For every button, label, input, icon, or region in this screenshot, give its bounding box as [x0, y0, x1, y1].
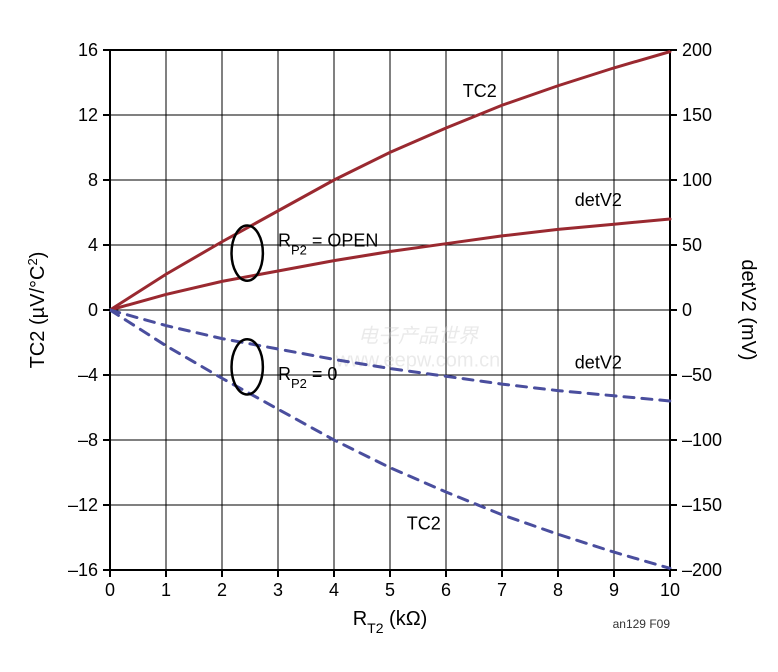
- chart-container: 电子产品世界www.eepw.com.cnTC2detV2detV2TC2RP2…: [20, 20, 758, 652]
- x-tick-label: 5: [385, 580, 395, 600]
- y-right-tick-label: 150: [682, 105, 712, 125]
- x-tick-label: 9: [609, 580, 619, 600]
- y-right-tick-label: 100: [682, 170, 712, 190]
- x-tick-label: 8: [553, 580, 563, 600]
- watermark-2: www.eepw.com.cn: [335, 350, 501, 372]
- series-label-TC2_zero: TC2: [407, 513, 441, 533]
- y-left-tick-label: –8: [78, 430, 98, 450]
- y-right-tick-label: 50: [682, 235, 702, 255]
- y-left-tick-label: 0: [88, 300, 98, 320]
- y-left-tick-label: –12: [68, 495, 98, 515]
- y-right-tick-label: 200: [682, 40, 712, 60]
- y-left-tick-label: 8: [88, 170, 98, 190]
- x-tick-label: 10: [660, 580, 680, 600]
- x-tick-label: 1: [161, 580, 171, 600]
- x-tick-label: 3: [273, 580, 283, 600]
- y-left-tick-label: –16: [68, 560, 98, 580]
- x-tick-label: 7: [497, 580, 507, 600]
- y-right-tick-label: –50: [682, 365, 712, 385]
- chart-svg: 电子产品世界www.eepw.com.cnTC2detV2detV2TC2RP2…: [20, 20, 758, 652]
- series-label-TC2_open: TC2: [463, 81, 497, 101]
- y-left-tick-label: 12: [78, 105, 98, 125]
- y-right-tick-label: –200: [682, 560, 722, 580]
- x-tick-label: 0: [105, 580, 115, 600]
- series-label-detV2_open: detV2: [575, 190, 622, 210]
- y-right-axis-label: detV2 (mV): [737, 259, 758, 360]
- x-tick-label: 4: [329, 580, 339, 600]
- y-left-tick-label: –4: [78, 365, 98, 385]
- y-right-tick-label: –150: [682, 495, 722, 515]
- x-tick-label: 2: [217, 580, 227, 600]
- watermark-1: 电子产品世界: [358, 326, 479, 348]
- y-left-axis-label: TC2 (µV/°C2): [25, 252, 50, 369]
- y-right-tick-label: 0: [682, 300, 692, 320]
- y-left-tick-label: 4: [88, 235, 98, 255]
- y-right-tick-label: –100: [682, 430, 722, 450]
- series-label-detV2_zero: detV2: [575, 353, 622, 373]
- figure-id: an129 F09: [613, 617, 671, 631]
- y-left-tick-label: 16: [78, 40, 98, 60]
- x-tick-label: 6: [441, 580, 451, 600]
